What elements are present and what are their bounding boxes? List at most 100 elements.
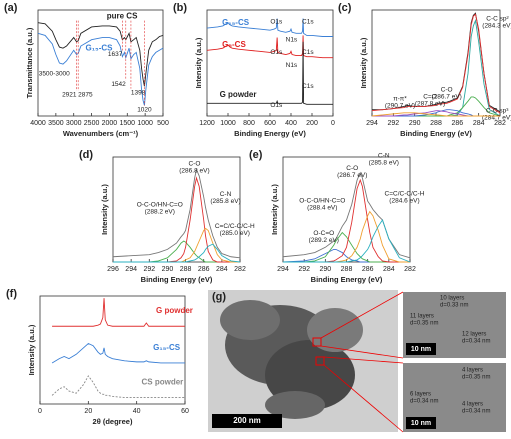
peak-position: (284.6 eV) bbox=[389, 198, 419, 205]
series-label: G₁₅-CS bbox=[222, 18, 250, 27]
series-line bbox=[37, 32, 164, 106]
peak-label: 1020 bbox=[137, 106, 152, 113]
annotation: O1s bbox=[270, 18, 283, 25]
peak-name: C=C/C-C/C-H bbox=[215, 223, 255, 230]
x-tick-label: 294 bbox=[277, 266, 289, 273]
zoom-line bbox=[323, 364, 404, 433]
peak-label: 2875 bbox=[78, 92, 93, 99]
series-line bbox=[112, 168, 241, 259]
tem-flake bbox=[265, 391, 325, 419]
x-tick-label: 286 bbox=[362, 266, 374, 273]
zoom-box bbox=[312, 337, 322, 347]
peak-position: (285.8 eV) bbox=[210, 198, 240, 205]
layer-label: d=0.35 nm bbox=[462, 375, 491, 381]
series-label: pure CS bbox=[107, 11, 138, 20]
peak-name: π-π* bbox=[393, 96, 407, 103]
x-axis-title: 2θ (degree) bbox=[93, 417, 133, 426]
x-axis-title: Binding Energy (eV) bbox=[234, 129, 306, 138]
plot-frame bbox=[112, 156, 241, 263]
layer-label: d=0.34 nm bbox=[462, 409, 491, 415]
x-tick-label: 288 bbox=[180, 266, 192, 273]
y-axis-title: Intensity (a.u.) bbox=[194, 37, 203, 88]
panel-label: (a) bbox=[4, 2, 18, 14]
x-tick-label: 294 bbox=[125, 266, 137, 273]
x-tick-label: 3500 bbox=[48, 120, 64, 127]
peak-label: 2921 bbox=[62, 92, 77, 99]
peak-name: O-C-O/HN-C=O bbox=[137, 202, 183, 209]
y-axis-title: Intensity (a.u.) bbox=[100, 184, 109, 235]
panel: (c) 294 292 290 288 286 284 282 Binding Energy (… bbox=[338, 2, 511, 138]
x-tick-label: 1000 bbox=[220, 120, 236, 127]
series-line bbox=[51, 342, 185, 364]
x-tick-label: 200 bbox=[306, 120, 318, 127]
peak-position: (284.3 eV) bbox=[482, 22, 511, 29]
x-tick-label: 1200 bbox=[199, 120, 215, 127]
x-tick-label: 282 bbox=[404, 266, 416, 273]
x-axis-title: Binding Energy (eV) bbox=[311, 275, 383, 284]
x-tick-label: 0 bbox=[331, 120, 335, 127]
series-label: G₁₅-CS bbox=[153, 343, 181, 352]
scale-bar-label: 200 nm bbox=[233, 416, 261, 425]
layer-label: 6 layers bbox=[410, 392, 431, 398]
series-label: G₁₅-CS bbox=[86, 43, 114, 52]
x-tick-label: 290 bbox=[409, 120, 421, 127]
x-tick-label: 294 bbox=[366, 120, 378, 127]
x-tick-label: 4000 bbox=[30, 120, 46, 127]
peak-name: C-O bbox=[346, 165, 358, 172]
x-tick-label: 290 bbox=[319, 266, 331, 273]
peak-position: (287.8 eV) bbox=[415, 100, 445, 107]
annotation: O1s bbox=[270, 102, 283, 109]
x-tick-label: 290 bbox=[162, 266, 174, 273]
peak-name: C-N bbox=[378, 152, 390, 159]
annotation: C1s bbox=[302, 18, 314, 25]
x-tick-label: 288 bbox=[430, 120, 442, 127]
zoom-line bbox=[320, 291, 404, 339]
plot-frame bbox=[37, 9, 164, 117]
series-label: G powder bbox=[220, 90, 257, 99]
x-tick-label: 292 bbox=[387, 120, 399, 127]
series-line bbox=[51, 375, 185, 398]
scale-bar-label: 10 nm bbox=[411, 420, 431, 427]
series-line bbox=[52, 298, 185, 327]
x-tick-label: 286 bbox=[451, 120, 463, 127]
x-tick-label: 500 bbox=[157, 120, 169, 127]
x-tick-label: 282 bbox=[234, 266, 246, 273]
series-line bbox=[113, 240, 240, 263]
x-tick-label: 2500 bbox=[84, 120, 100, 127]
panel: (b) 1200 1000 800 600 400 200 0 Binding Energy (… bbox=[173, 2, 335, 138]
x-tick-label: 284 bbox=[473, 120, 485, 127]
x-tick-label: 2000 bbox=[102, 120, 118, 127]
peak-name: C=C/C-C/C-H bbox=[385, 191, 425, 198]
series-line bbox=[283, 231, 410, 263]
x-tick-label: 296 bbox=[107, 266, 119, 273]
layer-label: d=0.34 nm bbox=[462, 339, 491, 345]
layer-label: d=0.35 nm bbox=[410, 321, 439, 327]
peak-position: (286.7 eV) bbox=[431, 93, 461, 100]
panel-label: (e) bbox=[249, 149, 263, 161]
peak-position: (288.2 eV) bbox=[145, 209, 175, 216]
tem-flake bbox=[220, 300, 280, 340]
panel-label: (d) bbox=[79, 149, 93, 161]
layer-label: 4 layers bbox=[462, 368, 483, 374]
x-tick-label: 284 bbox=[383, 266, 395, 273]
x-axis-title: Wavenumbers (cm⁻¹) bbox=[63, 129, 139, 138]
y-axis-title: Intensity (a.u.) bbox=[27, 324, 36, 375]
peak-position: (290.7 eV) bbox=[385, 103, 415, 110]
peak-name: C-C sp³ bbox=[486, 108, 509, 115]
series-line bbox=[113, 243, 241, 263]
series-line bbox=[206, 18, 333, 37]
layer-label: 12 layers bbox=[462, 332, 486, 338]
x-axis-title: Binding Energy (eV) bbox=[400, 129, 472, 138]
x-tick-label: 20 bbox=[84, 408, 92, 415]
x-tick-label: 292 bbox=[298, 266, 310, 273]
series-line bbox=[371, 112, 500, 117]
x-tick-label: 292 bbox=[143, 266, 155, 273]
x-tick-label: 286 bbox=[198, 266, 210, 273]
x-tick-label: 800 bbox=[243, 120, 255, 127]
panel-label: (c) bbox=[338, 2, 352, 14]
series-label: G₅-CS bbox=[222, 40, 246, 49]
series-label: G powder bbox=[156, 306, 193, 315]
series-line bbox=[283, 218, 411, 263]
x-tick-label: 1500 bbox=[119, 120, 135, 127]
